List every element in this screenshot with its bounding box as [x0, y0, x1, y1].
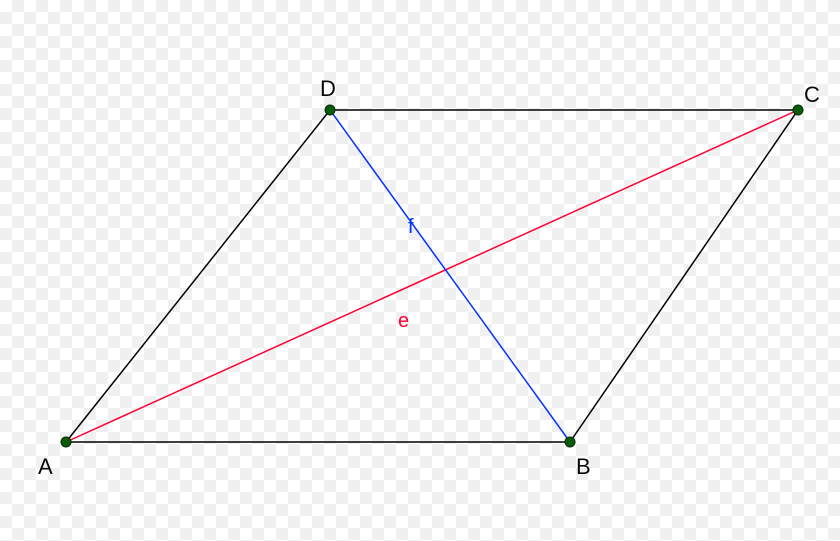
diagonal-label-f: f	[408, 216, 414, 239]
geometry-canvas	[0, 0, 840, 541]
vertex-B	[565, 437, 575, 447]
vertex-C	[793, 105, 803, 115]
vertex-D	[325, 105, 335, 115]
vertex-label-A: A	[38, 454, 53, 480]
edge-DA	[66, 110, 330, 442]
vertex-label-C: C	[804, 82, 820, 108]
diagonal-f	[330, 110, 570, 442]
vertex-A	[61, 437, 71, 447]
edge-BC	[570, 110, 798, 442]
diagonal-e	[66, 110, 798, 442]
vertex-label-D: D	[320, 76, 336, 102]
diagonal-label-e: e	[398, 310, 409, 333]
vertex-label-B: B	[576, 454, 591, 480]
